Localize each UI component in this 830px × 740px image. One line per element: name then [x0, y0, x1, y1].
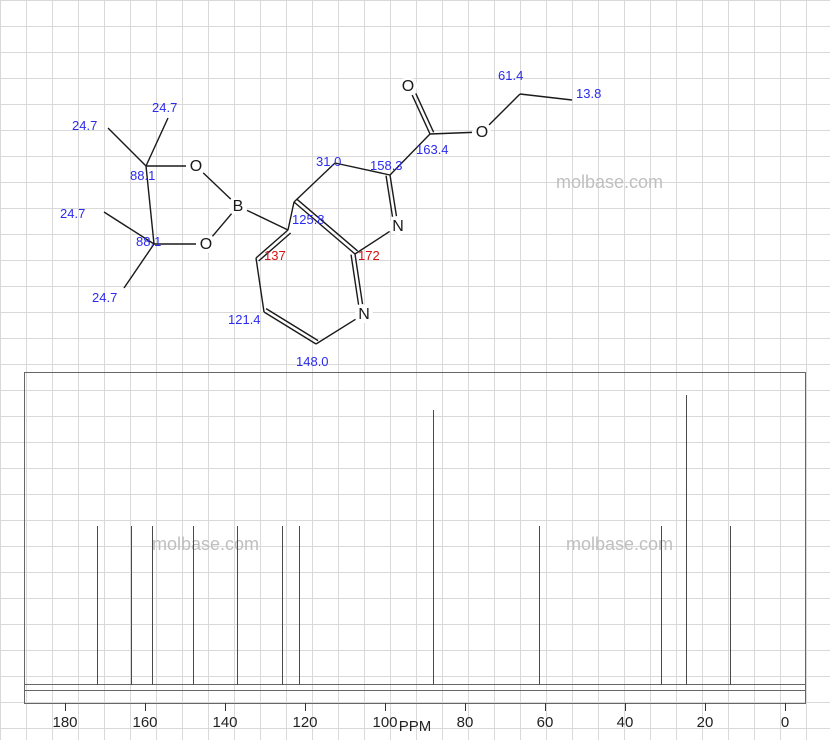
svg-text:O: O	[402, 78, 414, 95]
axis-tick	[625, 703, 626, 711]
svg-text:O: O	[476, 124, 488, 141]
svg-text:O: O	[190, 158, 202, 175]
axis-tick	[785, 703, 786, 711]
chemical-shift-label: 24.7	[152, 100, 177, 115]
axis-tick-label: 160	[132, 714, 157, 731]
spectrum-peak	[433, 410, 434, 686]
chemical-shift-label: 88.1	[136, 234, 161, 249]
axis-tick	[465, 703, 466, 711]
axis-tick-label: 120	[292, 714, 317, 731]
axis-tick-label: 0	[781, 714, 789, 731]
spectrum-peak	[97, 526, 98, 686]
chemical-shift-label: 88.1	[130, 168, 155, 183]
chemical-shift-label: 31.0	[316, 154, 341, 169]
axis-tick-label: 40	[617, 714, 634, 731]
nmr-spectrum: 180160140120100806040200 PPM	[24, 372, 806, 704]
chemical-shift-label: 13.8	[576, 86, 601, 101]
chemical-shift-label: 125.8	[292, 212, 325, 227]
chemical-shift-label: 137	[264, 248, 286, 263]
chemical-shift-label: 24.7	[72, 118, 97, 133]
chemical-shift-label: 172	[358, 248, 380, 263]
axis-tick-label: 100	[372, 714, 397, 731]
chemical-shift-label: 24.7	[92, 290, 117, 305]
spectrum-peak	[730, 526, 731, 686]
spectrum-peak	[686, 395, 687, 685]
axis-tick	[545, 703, 546, 711]
spectrum-peak	[193, 526, 194, 686]
axis-tick-label: 140	[212, 714, 237, 731]
svg-text:N: N	[392, 218, 404, 235]
axis-title: PPM	[399, 718, 432, 735]
axis-tick	[225, 703, 226, 711]
svg-text:N: N	[358, 306, 370, 323]
spectrum-peak	[539, 526, 540, 686]
chemical-shift-label: 24.7	[60, 206, 85, 221]
axis-tick-label: 180	[52, 714, 77, 731]
axis-tick	[65, 703, 66, 711]
spectrum-peak	[152, 526, 153, 686]
axis-tick-label: 60	[537, 714, 554, 731]
axis-tick-label: 20	[697, 714, 714, 731]
chemical-shift-label: 121.4	[228, 312, 261, 327]
spectrum-peak	[282, 526, 283, 686]
spectrum-peak	[299, 526, 300, 686]
spectrum-baseline2	[25, 690, 805, 691]
chemical-shift-label: 61.4	[498, 68, 523, 83]
axis-tick	[705, 703, 706, 711]
chemical-shift-label: 158.3	[370, 158, 403, 173]
svg-text:B: B	[233, 198, 244, 215]
spectrum-peak	[131, 526, 132, 686]
spectrum-baseline	[25, 684, 805, 685]
axis-tick	[305, 703, 306, 711]
spectrum-peak	[237, 526, 238, 686]
chemical-shift-label: 148.0	[296, 354, 329, 369]
spectrum-peak	[661, 526, 662, 686]
molecule-structure: O O B N N O O	[0, 0, 830, 380]
svg-text:O: O	[200, 236, 212, 253]
chemical-shift-label: 163.4	[416, 142, 449, 157]
axis-tick	[145, 703, 146, 711]
axis-tick-label: 80	[457, 714, 474, 731]
axis-tick	[385, 703, 386, 711]
